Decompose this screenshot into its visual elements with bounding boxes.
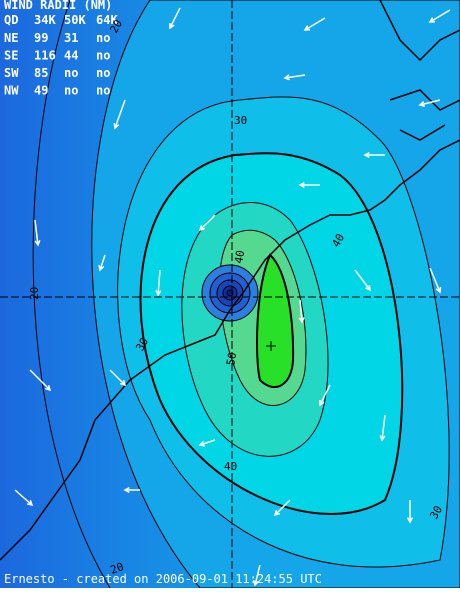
table-cell: no bbox=[96, 84, 110, 98]
wind-arrow bbox=[98, 254, 106, 272]
table-cell: NE bbox=[4, 31, 18, 45]
table-cell: no bbox=[96, 49, 110, 63]
wind-arrow bbox=[14, 489, 34, 507]
wind-arrow bbox=[319, 384, 331, 407]
wind-arrow bbox=[155, 269, 162, 297]
contour-label: 20 bbox=[107, 18, 125, 36]
table-cell: 99 bbox=[34, 31, 48, 45]
wind-arrow bbox=[198, 439, 216, 447]
table-cell: 116 bbox=[34, 49, 56, 63]
contour-label: 20 bbox=[109, 560, 126, 577]
wind-arrow bbox=[429, 267, 442, 294]
wind-arrow bbox=[298, 299, 305, 324]
table-cell: no bbox=[96, 31, 110, 45]
wind-arrow bbox=[428, 9, 451, 23]
table-cell: 44 bbox=[64, 49, 78, 63]
wind-arrow bbox=[253, 564, 261, 587]
wind-arrow bbox=[354, 269, 371, 292]
wind-arrow bbox=[418, 99, 441, 107]
table-cell: 85 bbox=[34, 66, 48, 80]
contour-label: 30 bbox=[133, 336, 151, 354]
table-cell: no bbox=[96, 66, 110, 80]
wind-arrow bbox=[406, 500, 414, 524]
contour-label: 40 bbox=[329, 232, 347, 250]
wind-arrow bbox=[298, 181, 320, 189]
contour-label: 40 bbox=[224, 460, 237, 473]
wind-arrow bbox=[29, 369, 52, 392]
table-header: 64K bbox=[96, 13, 118, 27]
table-header: QD bbox=[4, 13, 18, 27]
wind-arrow bbox=[169, 7, 181, 30]
table-cell: no bbox=[64, 84, 78, 98]
wind-arrow bbox=[109, 369, 127, 387]
wind-arrow bbox=[303, 17, 326, 31]
wind-radii-table: WIND RADII (NM) QD 34K 50K 64K NE 99 31 no SE 116… bbox=[4, 0, 118, 98]
contour-label: 30 bbox=[427, 504, 445, 522]
wind-arrow bbox=[273, 499, 291, 517]
wind-arrow bbox=[198, 214, 216, 232]
contour-label: 20 bbox=[28, 287, 41, 300]
wind-arrow bbox=[123, 486, 140, 494]
table-cell: 31 bbox=[64, 31, 78, 45]
table-cell: SW bbox=[4, 66, 19, 80]
contour-label: 30 bbox=[234, 114, 247, 127]
table-cell: 49 bbox=[34, 84, 48, 98]
table-cell: SE bbox=[4, 49, 18, 63]
table-header: 34K bbox=[34, 13, 56, 27]
contour-label: 50 bbox=[224, 351, 239, 366]
table-title: WIND RADII (NM) bbox=[4, 0, 112, 12]
wind-arrow bbox=[379, 414, 386, 442]
wind-arrow bbox=[113, 99, 126, 130]
wind-arrows bbox=[14, 7, 451, 587]
table-cell: no bbox=[64, 66, 78, 80]
contour-label: 40 bbox=[232, 249, 247, 264]
table-header: 50K bbox=[64, 13, 86, 27]
coastline bbox=[0, 0, 460, 561]
contours bbox=[32, 0, 460, 589]
wind-arrow bbox=[363, 151, 385, 159]
table-cell: NW bbox=[4, 84, 19, 98]
wind-arrow bbox=[283, 74, 306, 81]
storm-center bbox=[266, 341, 276, 351]
wind-arrow bbox=[34, 219, 41, 247]
footer: Ernesto - created on 2006-09-01 11:24:55… bbox=[4, 572, 322, 586]
